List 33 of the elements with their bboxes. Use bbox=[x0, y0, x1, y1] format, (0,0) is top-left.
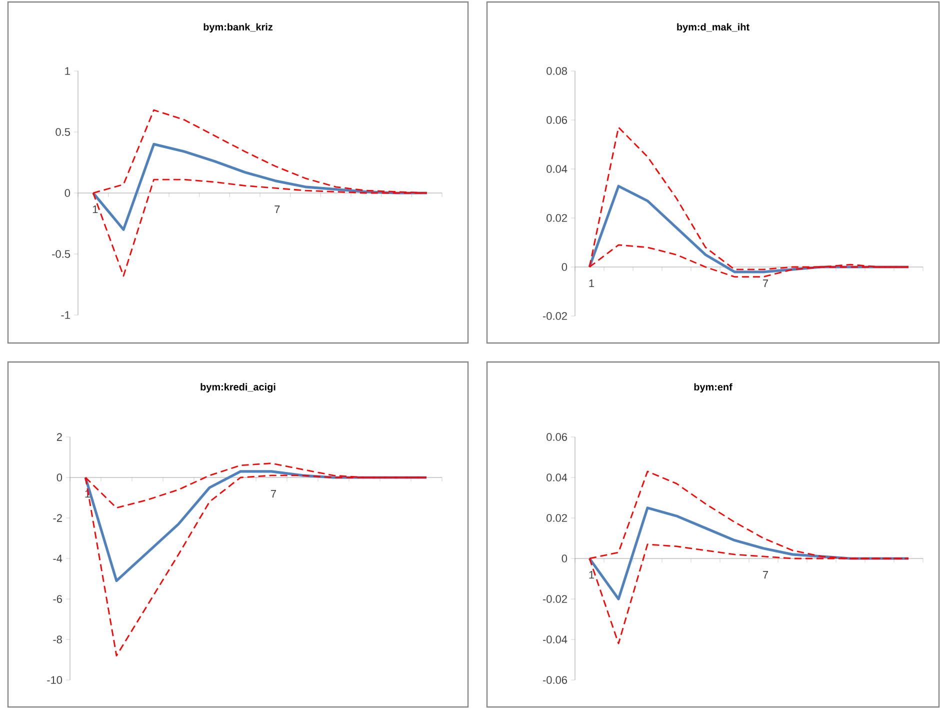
y-tick-label: 0.02 bbox=[546, 214, 567, 222]
y-tick-label: 1 bbox=[65, 67, 70, 75]
chart-title: bym:bank_kriz bbox=[204, 23, 273, 32]
y-tick-label: 0 bbox=[56, 474, 62, 482]
y-tick-label: 0.08 bbox=[546, 67, 567, 75]
chart-title: bym:d_mak_iht bbox=[677, 23, 750, 32]
y-tick-label: 0.06 bbox=[546, 433, 567, 441]
y-tick-label: 0.04 bbox=[546, 165, 568, 173]
y-tick-label: 0.5 bbox=[56, 128, 70, 136]
y-tick-label: 2 bbox=[56, 433, 62, 441]
y-tick-label: 0.04 bbox=[546, 474, 568, 482]
x-tick-label: 7 bbox=[763, 571, 768, 579]
y-tick-label: -6 bbox=[53, 595, 62, 603]
y-tick-label: 0.06 bbox=[546, 116, 567, 124]
chart-title: bym:kredi_acigi bbox=[200, 383, 276, 392]
y-tick-label: -1 bbox=[61, 311, 70, 319]
y-tick-label: -0.5 bbox=[52, 250, 70, 258]
x-tick-label: 7 bbox=[274, 206, 280, 214]
y-tick-label: -0.04 bbox=[542, 636, 568, 644]
y-tick-label: -0.02 bbox=[542, 595, 567, 603]
x-tick-label: 7 bbox=[271, 490, 276, 498]
x-tick-label: 7 bbox=[763, 280, 768, 288]
y-tick-label: -8 bbox=[53, 636, 62, 644]
y-tick-label: -10 bbox=[47, 676, 62, 684]
y-tick-label: 0 bbox=[562, 263, 568, 271]
y-tick-label: 0.02 bbox=[546, 514, 567, 522]
y-tick-label: 0 bbox=[64, 189, 70, 197]
y-tick-label: -0.02 bbox=[542, 312, 567, 320]
chart-title: bym:enf bbox=[694, 383, 732, 392]
y-tick-label: -0.06 bbox=[542, 676, 567, 684]
y-tick-label: -4 bbox=[53, 554, 62, 562]
y-tick-label: -2 bbox=[53, 514, 62, 522]
y-tick-label: 0 bbox=[562, 554, 568, 562]
